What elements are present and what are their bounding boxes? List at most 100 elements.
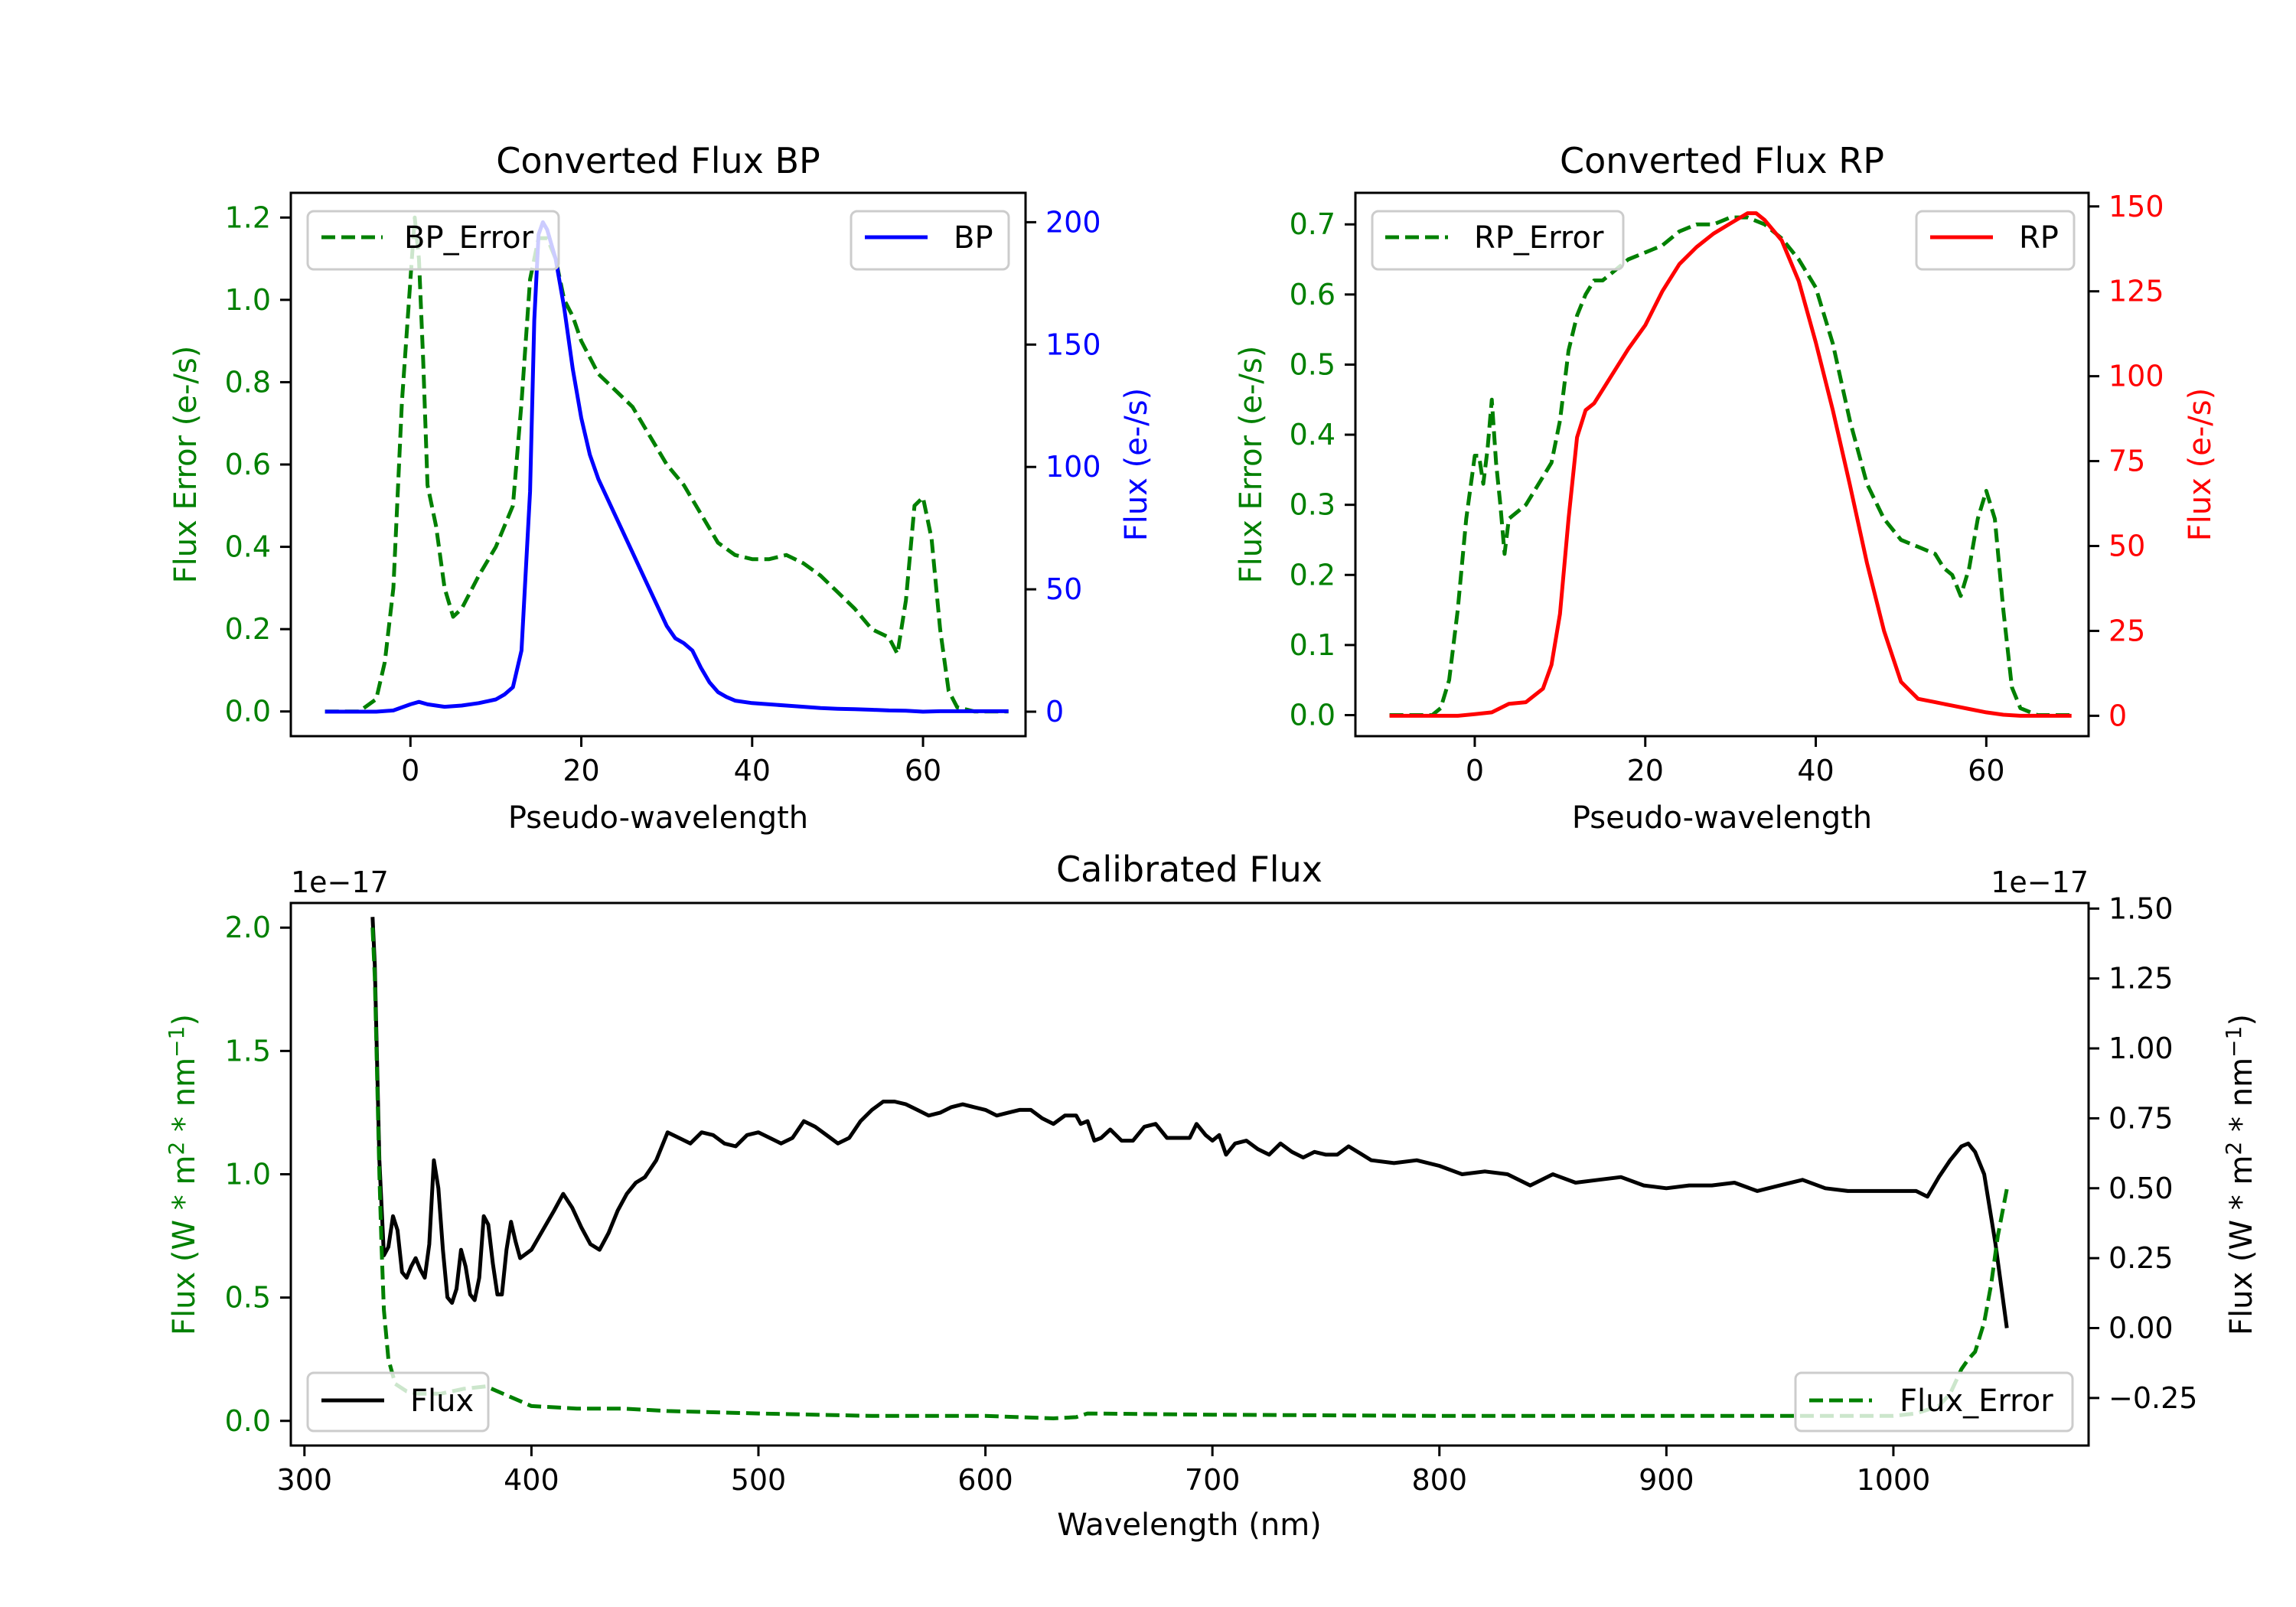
- x-axis-label: Pseudo-wavelength: [508, 800, 808, 836]
- y-tick-label-right: 1.50: [2108, 892, 2174, 925]
- plot-area: [325, 215, 1009, 714]
- x-tick-label: 700: [1185, 1463, 1241, 1497]
- panel-converted-flux-rp: Converted Flux RP 0 20 40 60 0.0 0.1 0.2 0.3 0.4…: [1234, 140, 2218, 836]
- chart-title: Converted Flux RP: [1560, 140, 1884, 181]
- y-tick-label-left: 0.6: [225, 448, 271, 481]
- y-tick-label-right: 50: [1045, 572, 1082, 606]
- y-tick-label-left: 1.0: [225, 283, 271, 317]
- legend-flux: Flux: [306, 1371, 490, 1433]
- ticks: 0 20 40 60 0.0 0.2 0.4 0.6 0.8 1.0 1.2 0 50 100 150 200: [225, 200, 1101, 787]
- legend-label: BP: [954, 220, 993, 256]
- y-tick-label-left: 1.5: [225, 1034, 271, 1068]
- y-tick-label-right: 125: [2108, 275, 2164, 308]
- y-axis-label-right: Flux (e-/s): [1119, 388, 1154, 541]
- x-tick-label: 20: [1627, 754, 1664, 787]
- legend-rp: RP: [1915, 210, 2076, 271]
- x-tick-label: 900: [1639, 1463, 1694, 1497]
- y-tick-label-left: 0.0: [1290, 699, 1336, 732]
- y-tick-label-left: 0.4: [1290, 418, 1336, 451]
- legend-flux-error: Flux_Error: [1794, 1371, 2074, 1433]
- y-tick-label-right: −0.25: [2108, 1381, 2197, 1415]
- plot-area: [1389, 211, 2072, 718]
- series-line-bp-error: [325, 215, 1009, 714]
- y-tick-label-left: 0.0: [225, 1404, 271, 1438]
- y-tick-label-left: 0.3: [1290, 488, 1336, 522]
- legend-box: [850, 210, 1010, 271]
- y-axis-label-left: Flux (W * m2 * nm−1): [164, 1014, 202, 1335]
- y-tick-label-right: 1.25: [2108, 962, 2174, 996]
- y-tick-label-right: 0.75: [2108, 1101, 2174, 1135]
- y-tick-label-right: 100: [1045, 450, 1101, 484]
- y-tick-label-left: 0.8: [225, 365, 271, 399]
- y-axis-label-left: Flux Error (e-/s): [1234, 346, 1269, 584]
- y-tick-label-right: 100: [2108, 360, 2164, 393]
- legend-box: [306, 1371, 490, 1433]
- legend-label: Flux_Error: [1900, 1384, 2053, 1419]
- x-tick-label: 0: [1466, 754, 1484, 787]
- legend-bp-error: BP_Error: [306, 210, 560, 271]
- y-tick-label-left: 0.1: [1290, 628, 1336, 662]
- x-tick-label: 60: [905, 754, 941, 787]
- y-axis-label-right: Flux (W * m2 * nm−1): [2221, 1014, 2259, 1335]
- y-tick-label-right: 0.50: [2108, 1172, 2174, 1205]
- y-tick-label-right: 0: [1045, 695, 1064, 729]
- legend-box: [306, 210, 560, 271]
- x-tick-label: 300: [277, 1463, 333, 1497]
- legend-label: RP: [2019, 220, 2059, 256]
- x-axis-label: Wavelength (nm): [1057, 1508, 1322, 1543]
- panel-converted-flux-bp: Converted Flux BP 0 20 40 60 0.0 0.2 0.4 0.6 0.8…: [168, 140, 1154, 836]
- x-tick-label: 20: [563, 754, 599, 787]
- y-tick-label-left: 0.6: [1290, 278, 1336, 311]
- y-tick-label-left: 0.0: [225, 695, 271, 729]
- y-tick-label-right: 150: [2108, 190, 2164, 223]
- legend-label: BP_Error: [404, 220, 534, 256]
- ticks: 0 20 40 60 0.0 0.1 0.2 0.3 0.4 0.5 0.6 0.7 0 25 50 75 10…: [1290, 190, 2164, 787]
- series-line-flux-error: [370, 927, 2009, 1420]
- legend-box: [1371, 210, 1625, 271]
- y-tick-label-right: 0.25: [2108, 1241, 2174, 1275]
- legend-box: [1794, 1371, 2074, 1433]
- y-tick-label-right: 0: [2108, 699, 2127, 732]
- y-tick-label-right: 75: [2108, 445, 2145, 478]
- y-axis-label-left: Flux Error (e-/s): [168, 346, 204, 584]
- legend-rp-error: RP_Error: [1371, 210, 1625, 271]
- x-tick-label: 600: [957, 1463, 1013, 1497]
- chart-title: Calibrated Flux: [1056, 849, 1322, 890]
- series-line-bp: [325, 220, 1009, 714]
- series-line-rp-error: [1389, 215, 2072, 717]
- series-line-rp: [1389, 211, 2072, 718]
- y-tick-label-right: 200: [1045, 205, 1101, 239]
- y-tick-label-right: 0.00: [2108, 1312, 2174, 1345]
- legend-label: RP_Error: [1474, 220, 1604, 256]
- y-tick-label-left: 1.0: [225, 1158, 271, 1191]
- y-tick-label-left: 1.2: [225, 200, 271, 234]
- y-tick-label-right: 25: [2108, 614, 2145, 647]
- y-tick-label-right: 1.00: [2108, 1032, 2174, 1065]
- axes-frame: [1354, 191, 2090, 738]
- ticks: 300 400 500 600 700 800 900 1000 0.0 0.5 1.0 1.5 2.0…: [225, 892, 2198, 1497]
- y-tick-label-right: 50: [2108, 530, 2145, 563]
- offset-text-left: 1e−17: [291, 865, 389, 899]
- y-tick-label-left: 0.7: [1290, 207, 1336, 241]
- plot-area: [370, 917, 2009, 1420]
- x-tick-label: 800: [1411, 1463, 1467, 1497]
- y-tick-label-left: 2.0: [225, 911, 271, 944]
- x-tick-label: 500: [731, 1463, 787, 1497]
- legend-bp: BP: [850, 210, 1010, 271]
- x-tick-label: 1000: [1857, 1463, 1931, 1497]
- x-tick-label: 40: [734, 754, 771, 787]
- panel-calibrated-flux: Calibrated Flux 1e−17 1e−17 300 400 500 600…: [164, 849, 2259, 1543]
- chart-title: Converted Flux BP: [496, 140, 820, 181]
- y-tick-label-left: 0.4: [225, 530, 271, 564]
- x-tick-label: 60: [1968, 754, 2004, 787]
- x-axis-label: Pseudo-wavelength: [1572, 800, 1872, 836]
- legend-label: Flux: [410, 1384, 474, 1419]
- y-tick-label-left: 0.2: [1290, 558, 1336, 592]
- series-line-flux: [370, 917, 2009, 1328]
- y-axis-label-right: Flux (e-/s): [2183, 388, 2218, 541]
- y-tick-label-left: 0.5: [1290, 347, 1336, 381]
- y-tick-label-left: 0.5: [225, 1281, 271, 1315]
- legend-box: [1915, 210, 2076, 271]
- y-tick-label-left: 0.2: [225, 612, 271, 646]
